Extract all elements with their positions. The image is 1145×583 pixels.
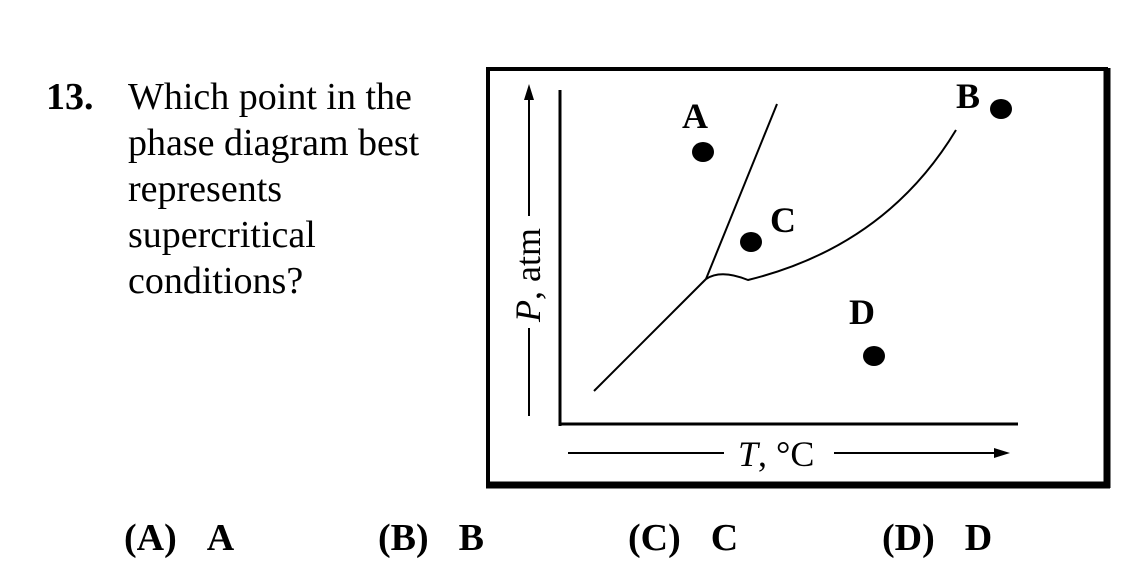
x-axis-label-unit: , °C	[758, 434, 814, 474]
question-text: Which point in the phase diagram best re…	[128, 74, 468, 304]
y-axis-label-unit: , atm	[508, 228, 548, 300]
choice-a-letter: (A)	[124, 517, 177, 559]
answer-choices: (A) A (B) B (C) C (D) D	[0, 515, 1145, 565]
point-d-marker	[863, 346, 885, 366]
x-axis-label: T, °C	[738, 434, 814, 474]
point-d-label: D	[849, 292, 875, 332]
choice-c[interactable]: (C) C	[628, 515, 738, 561]
choice-b-value: B	[458, 517, 485, 559]
choice-a[interactable]: (A) A	[124, 515, 234, 561]
choice-d[interactable]: (D) D	[882, 515, 992, 561]
choice-b[interactable]: (B) B	[378, 515, 484, 561]
point-a-marker	[692, 142, 714, 162]
question-line: Which point in the	[128, 76, 412, 118]
point-b-marker	[990, 99, 1012, 119]
point-b-label: B	[956, 76, 980, 116]
choice-c-value: C	[710, 517, 739, 559]
phase-diagram-svg: P, atm T, °C A B C D	[486, 67, 1111, 489]
point-c-label: C	[770, 200, 796, 240]
x-axis-label-variable: T	[738, 434, 761, 474]
choice-d-letter: (D)	[882, 517, 935, 559]
y-axis-label: P, atm	[508, 228, 548, 323]
choice-c-letter: (C)	[628, 517, 681, 559]
solid-liquid-boundary	[705, 103, 778, 280]
liquid-gas-boundary	[705, 129, 957, 282]
question-line: conditions?	[128, 260, 304, 302]
solid-gas-boundary	[593, 278, 707, 392]
question-line: supercritical	[128, 214, 316, 256]
y-axis-arrow-head	[524, 84, 534, 100]
point-a-label: A	[682, 96, 708, 136]
question-line: represents	[128, 168, 283, 210]
y-label-mask	[516, 216, 544, 328]
question-number: 13.	[46, 76, 94, 118]
choice-d-value: D	[964, 517, 993, 559]
question-line: phase diagram best	[128, 122, 420, 164]
x-axis-arrow-head	[994, 448, 1010, 458]
choice-a-value: A	[206, 517, 235, 559]
x-label-mask	[724, 430, 834, 470]
point-c-marker	[740, 232, 762, 252]
y-axis-label-variable: P	[508, 300, 548, 323]
phase-diagram: P, atm T, °C A B C D	[486, 66, 1112, 490]
choice-b-letter: (B)	[378, 517, 429, 559]
